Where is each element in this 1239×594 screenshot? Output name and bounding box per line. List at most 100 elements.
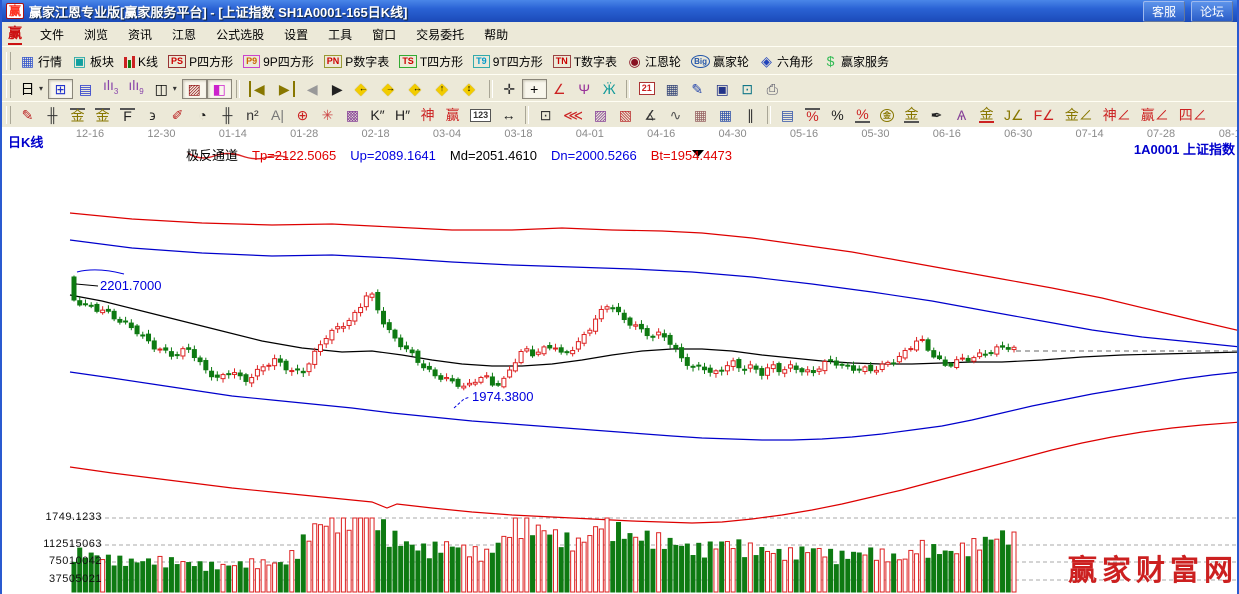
tally-lines-2-button[interactable]: ╫ bbox=[215, 105, 240, 125]
web-box-button[interactable]: ▩ bbox=[340, 105, 365, 125]
pct-lines-button[interactable]: % bbox=[850, 106, 875, 125]
9p-square-button[interactable]: P9 9P四方形 bbox=[238, 51, 319, 72]
knot-tool-button[interactable]: Ψ bbox=[572, 79, 597, 99]
ruler-123-button[interactable]: 123 bbox=[465, 107, 496, 124]
angle-tool-button[interactable]: ∠ bbox=[547, 79, 572, 99]
grid-b-button[interactable]: ▦ bbox=[713, 105, 738, 125]
brush-tool-button[interactable]: ✎ bbox=[15, 105, 40, 125]
main-chart-button[interactable]: ⊞ bbox=[48, 78, 74, 99]
t-square-button[interactable]: TS T四方形 bbox=[394, 51, 468, 72]
red-fan-button[interactable]: ⋘ bbox=[558, 105, 588, 125]
tally-lines-button[interactable]: ╫ bbox=[40, 105, 65, 125]
forum-button[interactable]: 论坛 bbox=[1190, 0, 1233, 22]
width-measure-button[interactable]: ↔ bbox=[496, 105, 521, 125]
n-squared-button[interactable]: n² bbox=[240, 105, 265, 125]
k-prime-button[interactable]: K″ bbox=[365, 105, 390, 125]
wave-lines-button[interactable]: ∿ bbox=[663, 105, 688, 125]
gold-grid-a-button[interactable]: 金 bbox=[65, 106, 90, 125]
menu-item-file[interactable]: 文件 bbox=[40, 27, 65, 42]
gann-wheel-button[interactable]: ◉ 江恩轮 bbox=[622, 51, 686, 72]
dragon-tool-button[interactable]: Ӝ bbox=[597, 79, 622, 99]
calendar-button[interactable]: 21 bbox=[634, 80, 660, 97]
printer-button[interactable]: ⎙ bbox=[760, 79, 785, 99]
marker-pen-button[interactable]: ✐ bbox=[165, 105, 190, 125]
menu-item-trade-entrust[interactable]: 交易委托 bbox=[416, 27, 465, 42]
menu-item-news[interactable]: 资讯 bbox=[128, 27, 153, 42]
box-select-button[interactable]: ⊡ bbox=[533, 105, 558, 125]
parallel-lines-button[interactable]: ∥ bbox=[738, 105, 763, 125]
pct-retrace-button[interactable]: % bbox=[800, 106, 825, 125]
zoom-out-h-button[interactable]: ◆ ← bbox=[350, 79, 377, 99]
zoom-in-h-button[interactable]: ◆ → bbox=[377, 79, 404, 99]
j-angle-button[interactable]: J∠ bbox=[999, 105, 1029, 125]
period-day-selector-button[interactable]: 日 ▾ bbox=[15, 79, 48, 99]
market-quotes-button[interactable]: ▦ 行情 bbox=[15, 51, 67, 72]
spiral-tool-button[interactable]: ϶ bbox=[140, 105, 165, 125]
menu-item-browse[interactable]: 浏览 bbox=[84, 27, 109, 42]
notes-button[interactable]: ✎ bbox=[685, 79, 710, 99]
gold-angle-button[interactable]: 金∠ bbox=[1060, 105, 1098, 125]
shen-angle-button[interactable]: 神∠ bbox=[1098, 105, 1136, 125]
bars-3-button[interactable]: ılı3 bbox=[98, 75, 123, 102]
f10-info-button[interactable]: ▤ bbox=[73, 79, 98, 99]
go-first-button[interactable]: ◀ bbox=[244, 79, 272, 99]
p-number-table-button[interactable]: PN P数字表 bbox=[319, 51, 395, 72]
menu-item-formula-stock-pick[interactable]: 公式选股 bbox=[216, 27, 265, 42]
candle-style-button[interactable]: ◫ ▾ bbox=[149, 79, 182, 99]
time-circle-button[interactable]: ◔ bbox=[190, 105, 215, 125]
bars-9-button[interactable]: ılı9 bbox=[123, 75, 148, 102]
t-number-table-button[interactable]: TN T数字表 bbox=[548, 51, 622, 72]
kline-chart[interactable]: 2201.7000 1974.3800 bbox=[2, 127, 1239, 594]
pan-tool-button[interactable]: ✛ bbox=[497, 79, 522, 99]
menu-item-tools[interactable]: 工具 bbox=[328, 27, 353, 42]
indicator-value: Dn=2000.5266 bbox=[551, 148, 637, 163]
ying-angle-button[interactable]: 赢∠ bbox=[1136, 105, 1174, 125]
wave-a-button[interactable]: Ѧ bbox=[949, 105, 974, 125]
save-button[interactable]: ▣ bbox=[710, 79, 735, 99]
network-button[interactable]: ⊡ bbox=[735, 79, 760, 99]
angle-fan-button[interactable]: ∡ bbox=[638, 105, 663, 125]
save-icon: ▣ bbox=[715, 80, 729, 97]
gold-grid-b-button[interactable]: 金 bbox=[90, 106, 115, 125]
calculator-button[interactable]: ▦ bbox=[660, 79, 685, 99]
kline-button[interactable]: K线 bbox=[119, 51, 163, 72]
p-square-button[interactable]: PS P四方形 bbox=[163, 51, 238, 72]
radial-web-button[interactable]: ✳ bbox=[315, 105, 340, 125]
zoom-in-v-button[interactable]: ◆ ↑ bbox=[431, 79, 458, 99]
customer-service-button[interactable]: 客服 bbox=[1142, 0, 1185, 22]
menu-item-gann[interactable]: 江恩 bbox=[172, 27, 197, 42]
ink-pen-button[interactable]: ✒ bbox=[924, 105, 949, 125]
gann-box-button[interactable]: ▨ bbox=[588, 105, 613, 125]
grid-a-button[interactable]: ▦ bbox=[688, 105, 713, 125]
winner-wheel-button[interactable]: Big 赢家轮 bbox=[686, 51, 754, 72]
page-prev-button[interactable]: ◀ bbox=[300, 79, 325, 99]
zoom-fit-h-button[interactable]: ◆ ↔ bbox=[404, 79, 431, 99]
menu-item-settings[interactable]: 设置 bbox=[284, 27, 309, 42]
go-last-button[interactable]: ▶ bbox=[272, 79, 300, 99]
gann-fan-box-button[interactable]: ▧ bbox=[613, 105, 638, 125]
page-next-button[interactable]: ▶ bbox=[325, 79, 350, 99]
shen-tool-button[interactable]: 神 bbox=[415, 105, 440, 125]
menu-item-window[interactable]: 窗口 bbox=[372, 27, 397, 42]
winner-service-button[interactable]: $ 赢家服务 bbox=[818, 51, 894, 72]
gold-bars-button[interactable]: 金 bbox=[899, 106, 924, 125]
list-tool-button[interactable]: ▤ bbox=[775, 105, 800, 125]
9t-square-button[interactable]: T9 9T四方形 bbox=[468, 51, 548, 72]
ying-tool-button[interactable]: 赢 bbox=[440, 105, 465, 125]
compass-circle-button[interactable]: ⊕ bbox=[290, 105, 315, 125]
si-angle-button[interactable]: 四∠ bbox=[1174, 105, 1212, 125]
f-grid-button[interactable]: F bbox=[115, 106, 140, 125]
h-prime-button[interactable]: H″ bbox=[390, 105, 415, 125]
gold-circle-button[interactable]: 金 bbox=[875, 107, 899, 124]
a-line-button[interactable]: A| bbox=[265, 105, 290, 125]
pct-plain-button[interactable]: % bbox=[825, 105, 850, 125]
crosshair-tool-button[interactable]: + bbox=[521, 78, 547, 99]
zoom-fit-v-button[interactable]: ◆ ↕ bbox=[458, 79, 485, 99]
menu-item-help[interactable]: 帮助 bbox=[484, 27, 509, 42]
sectors-button[interactable]: ▣ 板块 bbox=[67, 51, 119, 72]
pattern-chart-button[interactable]: ▨ bbox=[181, 78, 207, 99]
hexagon-button[interactable]: ◈ 六角形 bbox=[754, 51, 818, 72]
color-chart-button[interactable]: ◧ bbox=[206, 78, 232, 99]
gold-underline-button[interactable]: 金 bbox=[974, 106, 999, 125]
f-angle-button[interactable]: F∠ bbox=[1029, 105, 1060, 125]
